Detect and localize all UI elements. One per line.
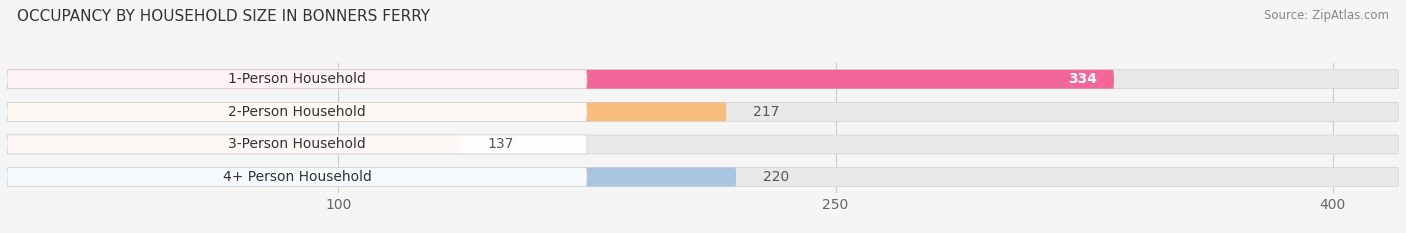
FancyBboxPatch shape: [7, 102, 588, 121]
FancyBboxPatch shape: [7, 70, 588, 89]
FancyBboxPatch shape: [7, 168, 1399, 187]
FancyBboxPatch shape: [7, 168, 737, 187]
FancyBboxPatch shape: [7, 135, 588, 154]
Text: Source: ZipAtlas.com: Source: ZipAtlas.com: [1264, 9, 1389, 22]
Text: 1-Person Household: 1-Person Household: [228, 72, 366, 86]
FancyBboxPatch shape: [7, 135, 1399, 154]
FancyBboxPatch shape: [7, 135, 461, 154]
FancyBboxPatch shape: [7, 102, 1399, 121]
Text: 137: 137: [488, 137, 515, 151]
Text: 3-Person Household: 3-Person Household: [228, 137, 366, 151]
Text: OCCUPANCY BY HOUSEHOLD SIZE IN BONNERS FERRY: OCCUPANCY BY HOUSEHOLD SIZE IN BONNERS F…: [17, 9, 430, 24]
Text: 2-Person Household: 2-Person Household: [228, 105, 366, 119]
FancyBboxPatch shape: [7, 70, 1399, 89]
FancyBboxPatch shape: [7, 70, 1114, 89]
Text: 4+ Person Household: 4+ Person Household: [222, 170, 371, 184]
FancyBboxPatch shape: [7, 168, 588, 187]
FancyBboxPatch shape: [7, 102, 727, 121]
Text: 334: 334: [1069, 72, 1098, 86]
Text: 217: 217: [752, 105, 779, 119]
Text: 220: 220: [762, 170, 789, 184]
